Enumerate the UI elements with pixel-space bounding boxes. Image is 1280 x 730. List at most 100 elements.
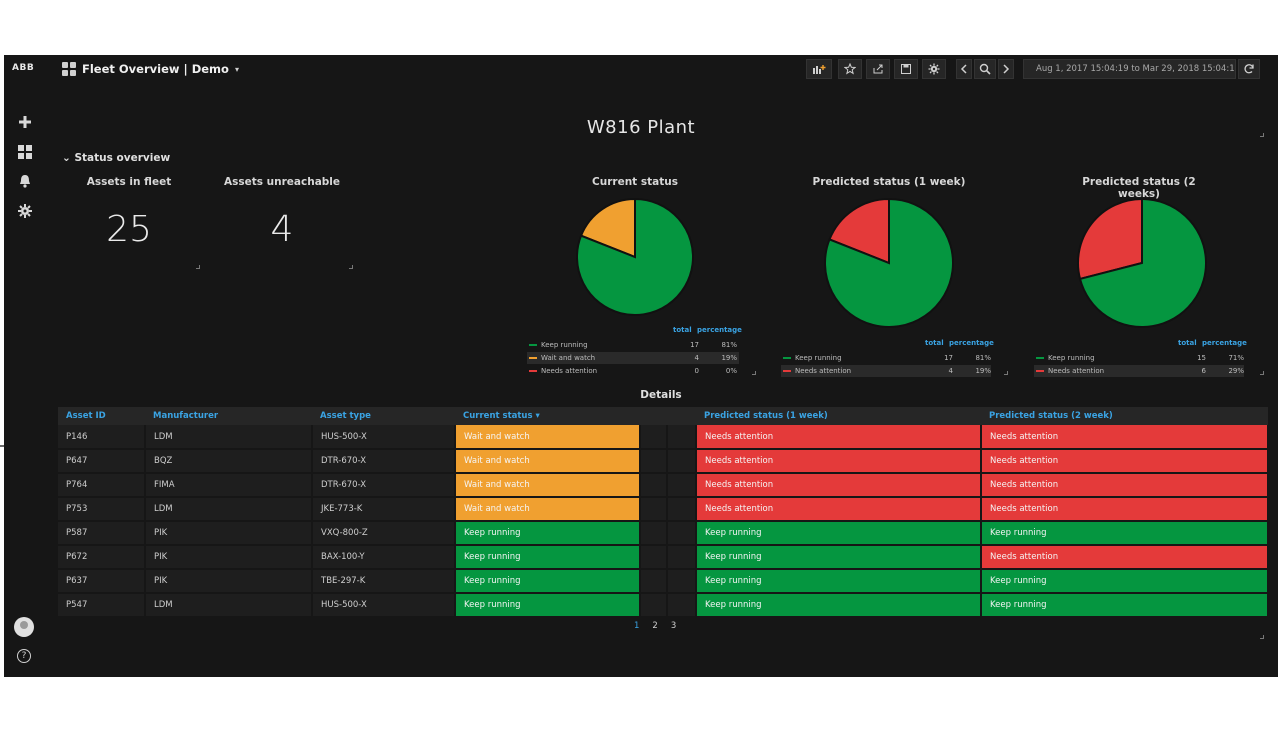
time-back-button[interactable]: [956, 59, 972, 79]
row-header-status-overview[interactable]: ⌄ Status overview: [62, 152, 170, 164]
legend-swatch: [1036, 357, 1044, 359]
cell-current-status: Keep running: [455, 593, 641, 618]
pie-slice-needs-attention[interactable]: [1077, 197, 1143, 281]
star-button[interactable]: [838, 59, 862, 79]
cell-predicted-1-week: Needs attention: [696, 449, 982, 474]
legend-header-total: total: [925, 339, 944, 347]
page-link-3[interactable]: 3: [670, 621, 677, 631]
cell-blank: [667, 569, 697, 594]
legend-total: 17: [690, 341, 699, 349]
table-row[interactable]: P753 LDM JKE-773-K Wait and watch Needs atte…: [58, 497, 1269, 522]
legend-label: Needs attention: [541, 367, 598, 375]
cell-manufacturer: LDM: [145, 425, 313, 450]
page-link-1[interactable]: 1: [634, 621, 640, 631]
table-header-row: Asset ID Manufacturer Asset type Current…: [58, 407, 1268, 425]
cell-asset-id: P672: [58, 545, 146, 570]
table-row[interactable]: P146 LDM HUS-500-X Wait and watch Needs atte…: [58, 425, 1269, 450]
time-forward-button[interactable]: [998, 59, 1014, 79]
stat-value-assets-unreachable: 4: [270, 209, 294, 250]
cell-blank: [667, 497, 697, 522]
column-header-manufacturer[interactable]: Manufacturer: [145, 407, 312, 425]
settings-button[interactable]: [922, 59, 946, 79]
legend-row[interactable]: Keep running 17 81%: [527, 339, 739, 351]
cell-manufacturer: FIMA: [145, 473, 313, 498]
cell-blank: [640, 545, 668, 570]
legend-row[interactable]: Keep running 15 71%: [1034, 352, 1244, 364]
legend-row[interactable]: Keep running 17 81%: [781, 352, 991, 364]
pie-chart-predicted-2-weeks: [1077, 197, 1207, 328]
cell-predicted-2-week: Needs attention: [981, 449, 1269, 474]
panel-resize-handle[interactable]: [1260, 635, 1264, 639]
refresh-icon: [1244, 64, 1254, 74]
panel-resize-handle[interactable]: [196, 265, 200, 269]
panel-resize-handle[interactable]: [1260, 371, 1264, 375]
dashboards-icon[interactable]: [18, 145, 32, 159]
time-range-picker[interactable]: Aug 1, 2017 15:04:19 to Mar 29, 2018 15:…: [1023, 59, 1236, 79]
legend-row[interactable]: Needs attention 0 0%: [527, 365, 739, 377]
add-panel-button[interactable]: [806, 59, 832, 79]
legend-percentage: 19%: [721, 354, 737, 362]
column-header-predicted-2-week[interactable]: Predicted status (2 week): [981, 407, 1268, 425]
column-header-current-status[interactable]: Current status ▾: [455, 407, 640, 425]
cell-current-status: Wait and watch: [455, 497, 641, 522]
cell-manufacturer: LDM: [145, 497, 313, 522]
share-button[interactable]: [866, 59, 890, 79]
pie-slice-keep-running[interactable]: [576, 197, 694, 316]
cell-asset-type: DTR-670-X: [312, 473, 456, 498]
table-row[interactable]: P647 BQZ DTR-670-X Wait and watch Needs atte…: [58, 449, 1269, 474]
pie-slice-wait-and-watch[interactable]: [579, 197, 636, 259]
legend-label: Keep running: [541, 341, 588, 349]
cell-blank: [667, 449, 697, 474]
cell-asset-type: HUS-500-X: [312, 425, 456, 450]
cell-blank: [640, 473, 668, 498]
panel-resize-handle[interactable]: [1004, 371, 1008, 375]
plus-icon[interactable]: [18, 115, 32, 129]
legend-swatch: [529, 344, 537, 346]
time-range-text: Aug 1, 2017 15:04:19 to Mar 29, 2018 15:…: [1036, 64, 1236, 74]
help-icon[interactable]: ?: [17, 649, 31, 663]
gear-icon[interactable]: [18, 204, 32, 218]
panel-resize-handle[interactable]: [349, 265, 353, 269]
panel-resize-handle[interactable]: [1260, 133, 1264, 137]
table-row[interactable]: P587 PIK VXQ-800-Z Keep running Keep running…: [58, 521, 1269, 546]
legend-percentage: 81%: [975, 354, 991, 362]
user-avatar[interactable]: [14, 617, 34, 637]
legend-swatch: [783, 370, 791, 372]
pie-slice-keep-running[interactable]: [824, 197, 954, 328]
column-header-predicted-1-week[interactable]: Predicted status (1 week): [696, 407, 981, 425]
cell-manufacturer: BQZ: [145, 449, 313, 474]
panel-resize-handle[interactable]: [752, 371, 756, 375]
pie-slice-needs-attention[interactable]: [828, 197, 890, 265]
legend-label: Needs attention: [1048, 367, 1105, 375]
cell-manufacturer: PIK: [145, 569, 313, 594]
details-table-body: P146 LDM HUS-500-X Wait and watch Needs atte…: [58, 425, 1269, 618]
column-header-blank-2: [667, 407, 696, 425]
column-header-asset-id[interactable]: Asset ID: [58, 407, 145, 425]
pie-chart-predicted-1-week: [824, 197, 954, 328]
cell-predicted-2-week: Needs attention: [981, 473, 1269, 498]
cell-asset-type: TBE-297-K: [312, 569, 456, 594]
table-row[interactable]: P764 FIMA DTR-670-X Wait and watch Needs att…: [58, 473, 1269, 498]
legend-percentage: 29%: [1228, 367, 1244, 375]
legend-row[interactable]: Needs attention 6 29%: [1034, 365, 1244, 377]
legend-total: 6: [1201, 367, 1206, 375]
zoom-out-button[interactable]: [974, 59, 996, 79]
chevron-down-icon: ▾: [234, 64, 239, 74]
table-row[interactable]: P637 PIK TBE-297-K Keep running Keep running…: [58, 569, 1269, 594]
save-button[interactable]: [894, 59, 918, 79]
legend-row[interactable]: Needs attention 4 19%: [781, 365, 991, 377]
pie-slice-keep-running[interactable]: [1078, 197, 1207, 328]
column-header-asset-type[interactable]: Asset type: [312, 407, 455, 425]
table-row[interactable]: P547 LDM HUS-500-X Keep running Keep running…: [58, 593, 1269, 618]
legend-row[interactable]: Wait and watch 4 19%: [527, 352, 739, 364]
cell-current-status: Wait and watch: [455, 425, 641, 450]
bell-icon[interactable]: [18, 174, 32, 188]
cell-blank: [667, 593, 697, 618]
abb-logo[interactable]: ABB: [12, 63, 35, 73]
table-row[interactable]: P672 PIK BAX-100-Y Keep running Keep running…: [58, 545, 1269, 570]
refresh-button[interactable]: [1238, 59, 1260, 79]
legend-total: 4: [694, 354, 699, 362]
cell-asset-type: BAX-100-Y: [312, 545, 456, 570]
dashboard-picker[interactable]: Fleet Overview | Demo ▾: [62, 60, 239, 78]
page-link-2[interactable]: 2: [652, 621, 658, 631]
